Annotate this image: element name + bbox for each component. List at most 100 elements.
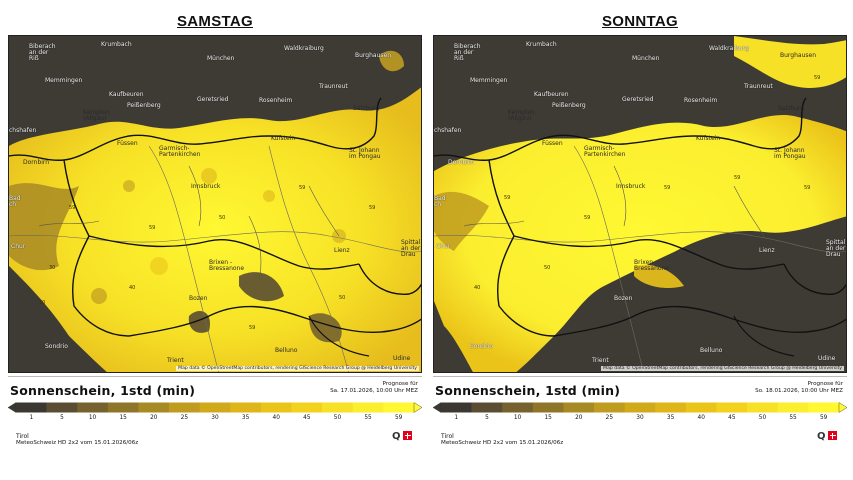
- scale-arrow-left: [433, 402, 442, 413]
- place-traunreut: Traunreut: [744, 83, 773, 90]
- place-chur: Chur: [436, 243, 451, 250]
- place-chur: Chur: [11, 243, 26, 250]
- scale-swatch: [777, 402, 809, 413]
- scale-swatch: [685, 402, 717, 413]
- forecast-info: Prognose für Sa. 17.01.2026, 10:00 Uhr M…: [330, 381, 418, 395]
- scale-swatch: [655, 402, 687, 413]
- scale-swatch: [16, 402, 47, 413]
- scale-tick-label: 25: [605, 415, 614, 421]
- place-peissenberg: Peißenberg: [127, 102, 161, 109]
- scale-swatch: [107, 402, 139, 413]
- scale-tick-label: 45: [303, 415, 311, 421]
- place-kaufbeuren: Kaufbeuren: [534, 91, 569, 98]
- scale-tick-label: 35: [666, 415, 675, 421]
- place-friedrichshafen: chshafen: [9, 127, 37, 134]
- forecast-time: Sa. 17.01.2026, 10:00 Uhr MEZ: [330, 388, 418, 394]
- scale-swatch: [471, 402, 503, 413]
- scale-tick-label: 40: [697, 415, 705, 421]
- place-spittal: Spittal an der Drau: [401, 239, 421, 258]
- place-brixen: Brixen - Bressanone: [634, 259, 670, 272]
- scale-tick-label: 50: [333, 415, 342, 421]
- place-dornbirn: Dornbirn: [23, 159, 50, 166]
- map-graphic: [9, 36, 421, 372]
- scale-swatch: [624, 402, 656, 413]
- place-biberach: Biberach an der Riß: [454, 43, 481, 62]
- place-geretsried: Geretsried: [197, 96, 229, 103]
- legend: Sonnenschein, 1std (min) Prognose für So…: [433, 376, 847, 448]
- place-garmisch: Garmisch- Partenkirchen: [159, 145, 201, 158]
- forecast-panel-sunday: SONNTAG: [431, 0, 849, 480]
- scale-swatch: [46, 402, 78, 413]
- place-rosenheim: Rosenheim: [684, 97, 718, 104]
- scale-tick-label: 5: [60, 415, 64, 421]
- model-info: MeteoSchweiz HD 2x2 vom 15.01.2026/06z: [16, 440, 139, 446]
- scale-tick-label: 35: [241, 415, 250, 421]
- meteoswiss-logo: Q: [817, 429, 837, 447]
- place-trient: Trient: [167, 357, 184, 364]
- place-bad-ragaz: Bad ch: [434, 195, 446, 208]
- model-info: MeteoSchweiz HD 2x2 vom 15.01.2026/06z: [441, 440, 564, 446]
- scale-swatch: [747, 402, 779, 413]
- scale-swatch: [594, 402, 625, 413]
- place-brixen: Brixen - Bressanone: [209, 259, 245, 272]
- value-label: 50: [544, 265, 551, 271]
- scale-tick-label: 50: [758, 415, 767, 421]
- scale-tick-label: 59: [394, 415, 403, 421]
- scale-tick-label: 20: [150, 415, 158, 421]
- place-innsbruck: Innsbruck: [191, 183, 221, 190]
- place-salzburg: Salzburg: [353, 105, 380, 112]
- scale-arrow-right: [413, 402, 422, 413]
- region-label: Tirol: [441, 433, 454, 440]
- value-label: 59: [734, 175, 741, 181]
- parameter-title: Sonnenschein, 1std (min): [435, 383, 621, 398]
- place-geretsried: Geretsried: [622, 96, 654, 103]
- value-label: 10: [39, 300, 46, 306]
- place-muenchen: München: [207, 55, 235, 62]
- place-bozen: Bozen: [189, 295, 208, 302]
- value-label: 30: [49, 265, 56, 271]
- forecast-info: Prognose für So. 18.01.2026, 10:00 Uhr M…: [755, 381, 843, 395]
- day-title: SONNTAG: [602, 13, 678, 30]
- scale-tick-label: 40: [272, 415, 280, 421]
- region-label: Tirol: [16, 433, 29, 440]
- scale-swatch: [260, 402, 292, 413]
- color-scale: [433, 402, 847, 413]
- scale-tick-label: 25: [180, 415, 189, 421]
- day-title: SAMSTAG: [177, 13, 253, 30]
- scale-swatch: [77, 402, 109, 413]
- scale-swatch: [352, 402, 384, 413]
- scale-arrow-left: [8, 402, 17, 413]
- value-label: 59: [299, 185, 306, 191]
- place-fuessen: Füssen: [542, 140, 563, 147]
- value-label: 59: [814, 75, 821, 81]
- sunshine-map[interactable]: Biberach an der Riß Krumbach München Wal…: [433, 35, 847, 373]
- scale-tick-label: 45: [728, 415, 736, 421]
- sunshine-map[interactable]: Biberach an der Riß Krumbach München Wal…: [8, 35, 422, 373]
- place-burghausen: Burghausen: [355, 52, 391, 59]
- forecast-label: Prognose für: [807, 381, 843, 387]
- scale-swatch: [199, 402, 231, 413]
- place-lienz: Lienz: [334, 247, 350, 254]
- scale-tick-label: 20: [575, 415, 583, 421]
- scale-swatch: [441, 402, 472, 413]
- place-memmingen: Memmingen: [470, 77, 508, 84]
- scale-tick-label: 1: [454, 415, 459, 421]
- scale-tick-label: 5: [485, 415, 489, 421]
- scale-swatch: [532, 402, 564, 413]
- place-kempten: Kempten (Allgäu): [508, 109, 535, 122]
- place-bozen: Bozen: [614, 295, 633, 302]
- color-scale: [8, 402, 422, 413]
- value-label: 59: [664, 185, 671, 191]
- meteoswiss-logo: Q: [392, 429, 412, 447]
- value-label: 59: [69, 205, 76, 211]
- place-kufstein: Kufstein: [696, 135, 721, 142]
- scale-tick-label: 10: [513, 415, 522, 421]
- place-rosenheim: Rosenheim: [259, 97, 293, 104]
- scale-swatch: [383, 402, 415, 413]
- place-memmingen: Memmingen: [45, 77, 83, 84]
- scale-swatch: [502, 402, 534, 413]
- place-stjohann: St. Johann im Pongau: [349, 147, 381, 160]
- search-icon: Q: [817, 431, 826, 442]
- scale-ticks: 1 5 10 15 20 25 30 35 40 45 50 55 59: [8, 415, 422, 423]
- scale-tick-label: 15: [119, 415, 127, 421]
